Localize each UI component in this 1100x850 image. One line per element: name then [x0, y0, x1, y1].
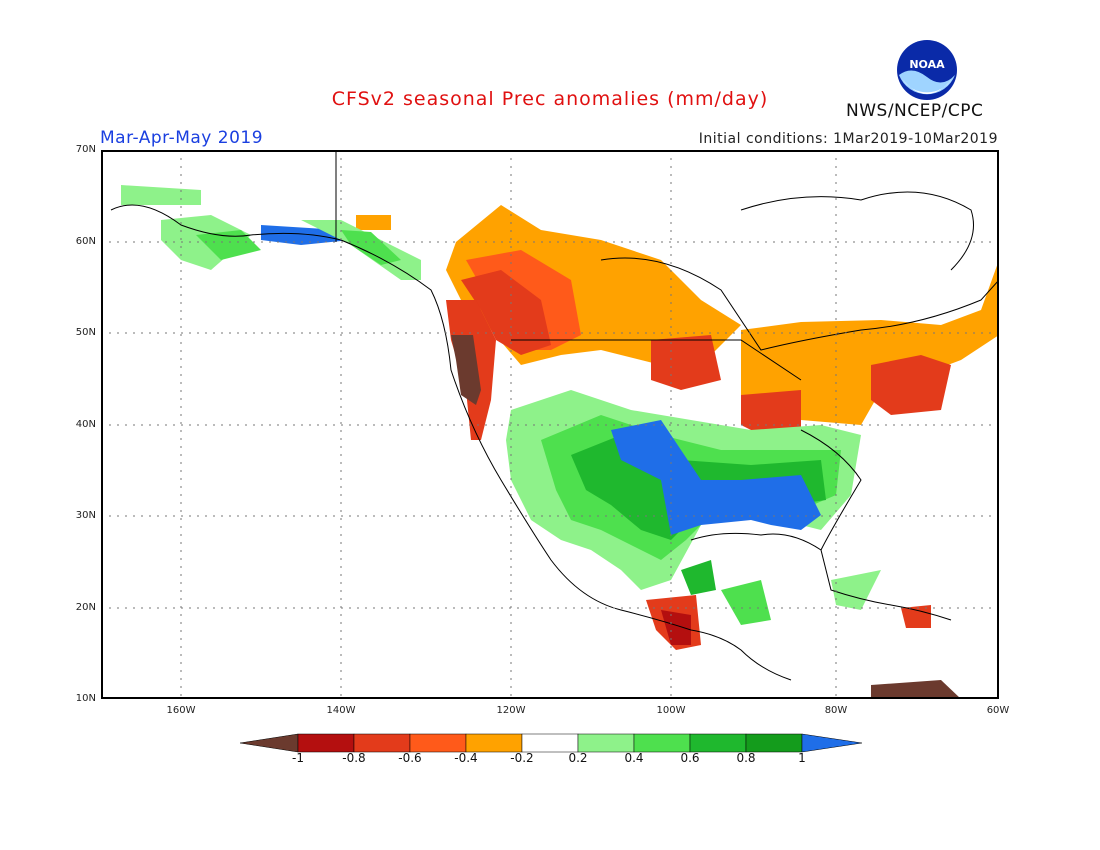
colorbar-bin	[689, 733, 747, 753]
lat-label: 10N	[75, 693, 96, 704]
colorbar-label: 1	[798, 751, 806, 765]
lon-label: 160W	[166, 705, 196, 716]
lon-label: 120W	[496, 705, 526, 716]
colorbar-label: 0.6	[680, 751, 700, 765]
colorbar-label: -0.8	[342, 751, 366, 765]
lon-label: 60W	[986, 705, 1010, 716]
anomaly-shading	[121, 185, 999, 699]
colorbar-bin	[745, 733, 803, 753]
lat-label: 60N	[75, 236, 96, 247]
colorbar	[240, 733, 862, 753]
lat-label: 40N	[75, 419, 96, 430]
colorbar-bin	[633, 733, 691, 753]
logo-text: NOAA	[909, 58, 945, 71]
noaa-logo: NOAA	[897, 40, 957, 100]
coastlines	[110, 150, 999, 681]
colorbar-label: -1	[292, 751, 304, 765]
anomaly-map	[101, 150, 999, 699]
lat-label: 20N	[75, 602, 96, 613]
agency-label: NWS/NCEP/CPC	[846, 101, 984, 121]
map-frame	[101, 150, 999, 699]
colorbar-bin	[353, 733, 411, 753]
lon-label: 140W	[326, 705, 356, 716]
lat-label: 70N	[75, 144, 96, 155]
colorbar-max-arrow	[801, 733, 862, 753]
colorbar-bin	[521, 733, 579, 753]
colorbar-label: 0.8	[736, 751, 756, 765]
lat-label: 30N	[75, 510, 96, 521]
colorbar-label: -0.6	[398, 751, 422, 765]
lon-label: 80W	[824, 705, 848, 716]
season-label: Mar-Apr-May 2019	[100, 128, 264, 148]
initial-conditions-label: Initial conditions: 1Mar2019-10Mar2019	[698, 131, 998, 147]
colorbar-bin	[577, 733, 635, 753]
colorbar-min-arrow	[240, 733, 299, 753]
lon-label: 100W	[656, 705, 686, 716]
colorbar-bin	[297, 733, 355, 753]
gridlines	[101, 150, 999, 699]
colorbar-bin	[465, 733, 523, 753]
colorbar-label: -0.4	[454, 751, 478, 765]
colorbar-label: 0.4	[624, 751, 644, 765]
lat-label: 50N	[75, 327, 96, 338]
colorbar-bin	[409, 733, 467, 753]
colorbar-label: 0.2	[568, 751, 588, 765]
chart-title: CFSv2 seasonal Prec anomalies (mm/day)	[331, 88, 769, 110]
colorbar-label: -0.2	[510, 751, 534, 765]
